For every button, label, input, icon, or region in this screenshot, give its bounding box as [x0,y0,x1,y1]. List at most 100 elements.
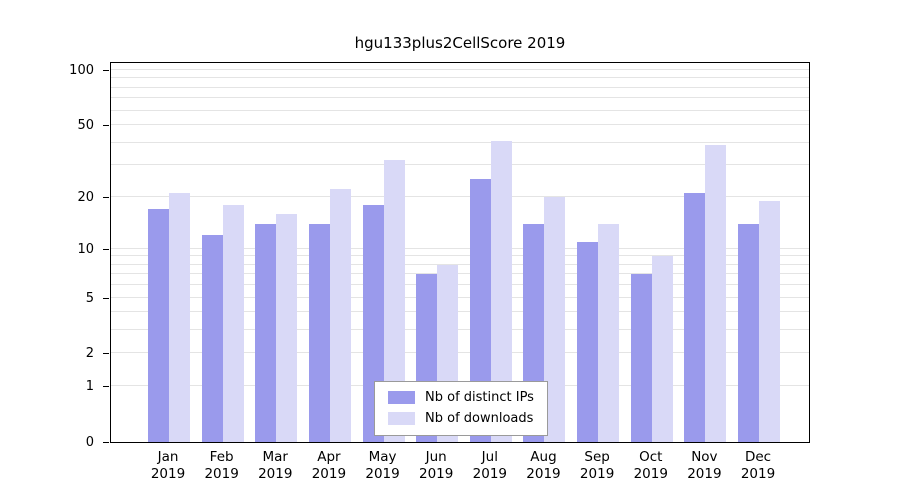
x-label-month: Oct [639,449,663,465]
y-tick-mark [103,442,109,443]
bar-nb-of-downloads-oct [651,256,673,442]
y-tick-mark [103,125,109,127]
x-label-year: 2019 [526,466,561,482]
gridline [111,77,809,79]
x-label-year: 2019 [204,466,239,482]
x-label-month: Nov [691,449,718,465]
x-axis-label-apr: Apr 2019 [297,449,361,483]
x-axis-label-aug: Aug 2019 [511,449,575,483]
x-axis-label-nov: Nov 2019 [672,449,736,483]
y-tick-label: 1 [85,379,94,395]
bar-nb-of-downloads-may [383,160,405,442]
bar-nb-of-downloads-apr [329,189,351,442]
legend-label-distinct-ips: Nb of distinct IPs [425,390,534,405]
gridline [111,195,809,197]
x-label-year: 2019 [365,466,400,482]
gridline [111,141,809,143]
legend-swatch [388,391,415,404]
x-label-month: Aug [530,449,557,465]
bar-nb-of-distinct-ips-feb [201,235,223,442]
bar-nb-of-distinct-ips-jul [469,179,491,442]
bar-nb-of-downloads-sep [598,223,620,442]
legend: Nb of distinct IPs Nb of downloads [374,381,548,436]
gridline [111,164,809,166]
x-label-year: 2019 [311,466,347,482]
bar-nb-of-distinct-ips-jan [148,209,169,442]
y-tick-label: 2 [85,346,94,362]
bar-nb-of-downloads-mar [276,213,298,442]
x-axis: Jan 2019 Feb 2019 Mar 2019 Apr 2019 May 2019 Jun 20… [110,449,810,493]
legend-row: Nb of distinct IPs [388,390,534,405]
gridline [111,284,809,286]
bar-nb-of-downloads-nov [705,144,727,442]
x-axis-label-dec: Dec 2019 [726,449,790,483]
x-label-year: 2019 [472,466,507,482]
gridline [111,263,809,265]
bar-nb-of-distinct-ips-dec [738,223,760,442]
y-tick-label: 0 [85,435,94,450]
gridline [111,273,809,275]
gridline [111,296,809,298]
x-axis-label-feb: Feb 2019 [190,449,254,483]
gridline [111,69,809,70]
x-label-year: 2019 [419,466,454,482]
x-label-month: Dec [744,449,772,465]
gridline [111,255,809,257]
y-tick-mark [103,196,109,198]
y-tick-mark [103,353,109,355]
x-label-month: Jun [425,449,447,465]
x-label-month: Jul [481,449,498,465]
bar-nb-of-downloads-jan [169,192,190,442]
y-tick-mark [103,297,109,299]
x-label-year: 2019 [687,466,722,482]
legend-label-downloads: Nb of downloads [425,411,534,426]
bar-nb-of-downloads-feb [222,204,244,442]
x-label-year: 2019 [579,466,615,482]
x-label-year: 2019 [258,466,293,482]
x-axis-label-jun: Jun 2019 [404,449,468,483]
bar-nb-of-downloads-dec [759,200,781,442]
x-label-year: 2019 [740,466,776,482]
x-label-month: Jan [157,449,179,465]
x-label-year: 2019 [150,466,186,482]
y-tick-label: 100 [69,63,94,78]
bar-nb-of-downloads-aug [544,196,566,442]
y-tick-mark [103,386,109,388]
y-tick-mark [103,70,109,71]
x-axis-label-jan: Jan 2019 [136,449,200,483]
gridline [111,124,809,126]
x-axis-label-mar: Mar 2019 [243,449,307,483]
gridline [111,329,809,331]
chart-title: hgu133plus2CellScore 2019 [354,34,566,52]
bar-nb-of-distinct-ips-apr [308,223,330,442]
x-label-month: May [368,449,397,465]
x-label-month: Sep [584,449,610,465]
x-axis-label-sep: Sep 2019 [565,449,629,483]
x-axis-label-oct: Oct 2019 [619,449,683,483]
y-tick-label: 20 [77,189,94,205]
x-label-year: 2019 [633,466,668,482]
y-tick-label: 10 [77,241,94,257]
bar-nb-of-distinct-ips-sep [577,241,599,442]
y-axis: 0 1 2 5 10 20 50 100 [0,62,110,450]
x-axis-label-may: May 2019 [351,449,415,483]
gridline [111,247,809,249]
legend-row: Nb of downloads [388,411,534,426]
bar-nb-of-downloads-jul [490,140,512,442]
y-tick-label: 50 [77,118,94,134]
gridline [111,109,809,111]
x-label-month: Mar [262,449,288,465]
bar-nb-of-distinct-ips-mar [255,223,277,442]
y-tick-mark [103,248,109,250]
bar-nb-of-distinct-ips-nov [684,192,706,442]
gridline [111,311,809,313]
bar-nb-of-distinct-ips-oct [630,274,652,442]
legend-swatch [388,412,415,425]
gridline [111,86,809,88]
plot-area: Nb of distinct IPs Nb of downloads [110,62,810,443]
x-label-month: Feb [209,449,234,465]
x-label-month: Apr [317,449,341,465]
x-axis-label-jul: Jul 2019 [458,449,522,483]
y-tick-label: 5 [85,290,94,306]
